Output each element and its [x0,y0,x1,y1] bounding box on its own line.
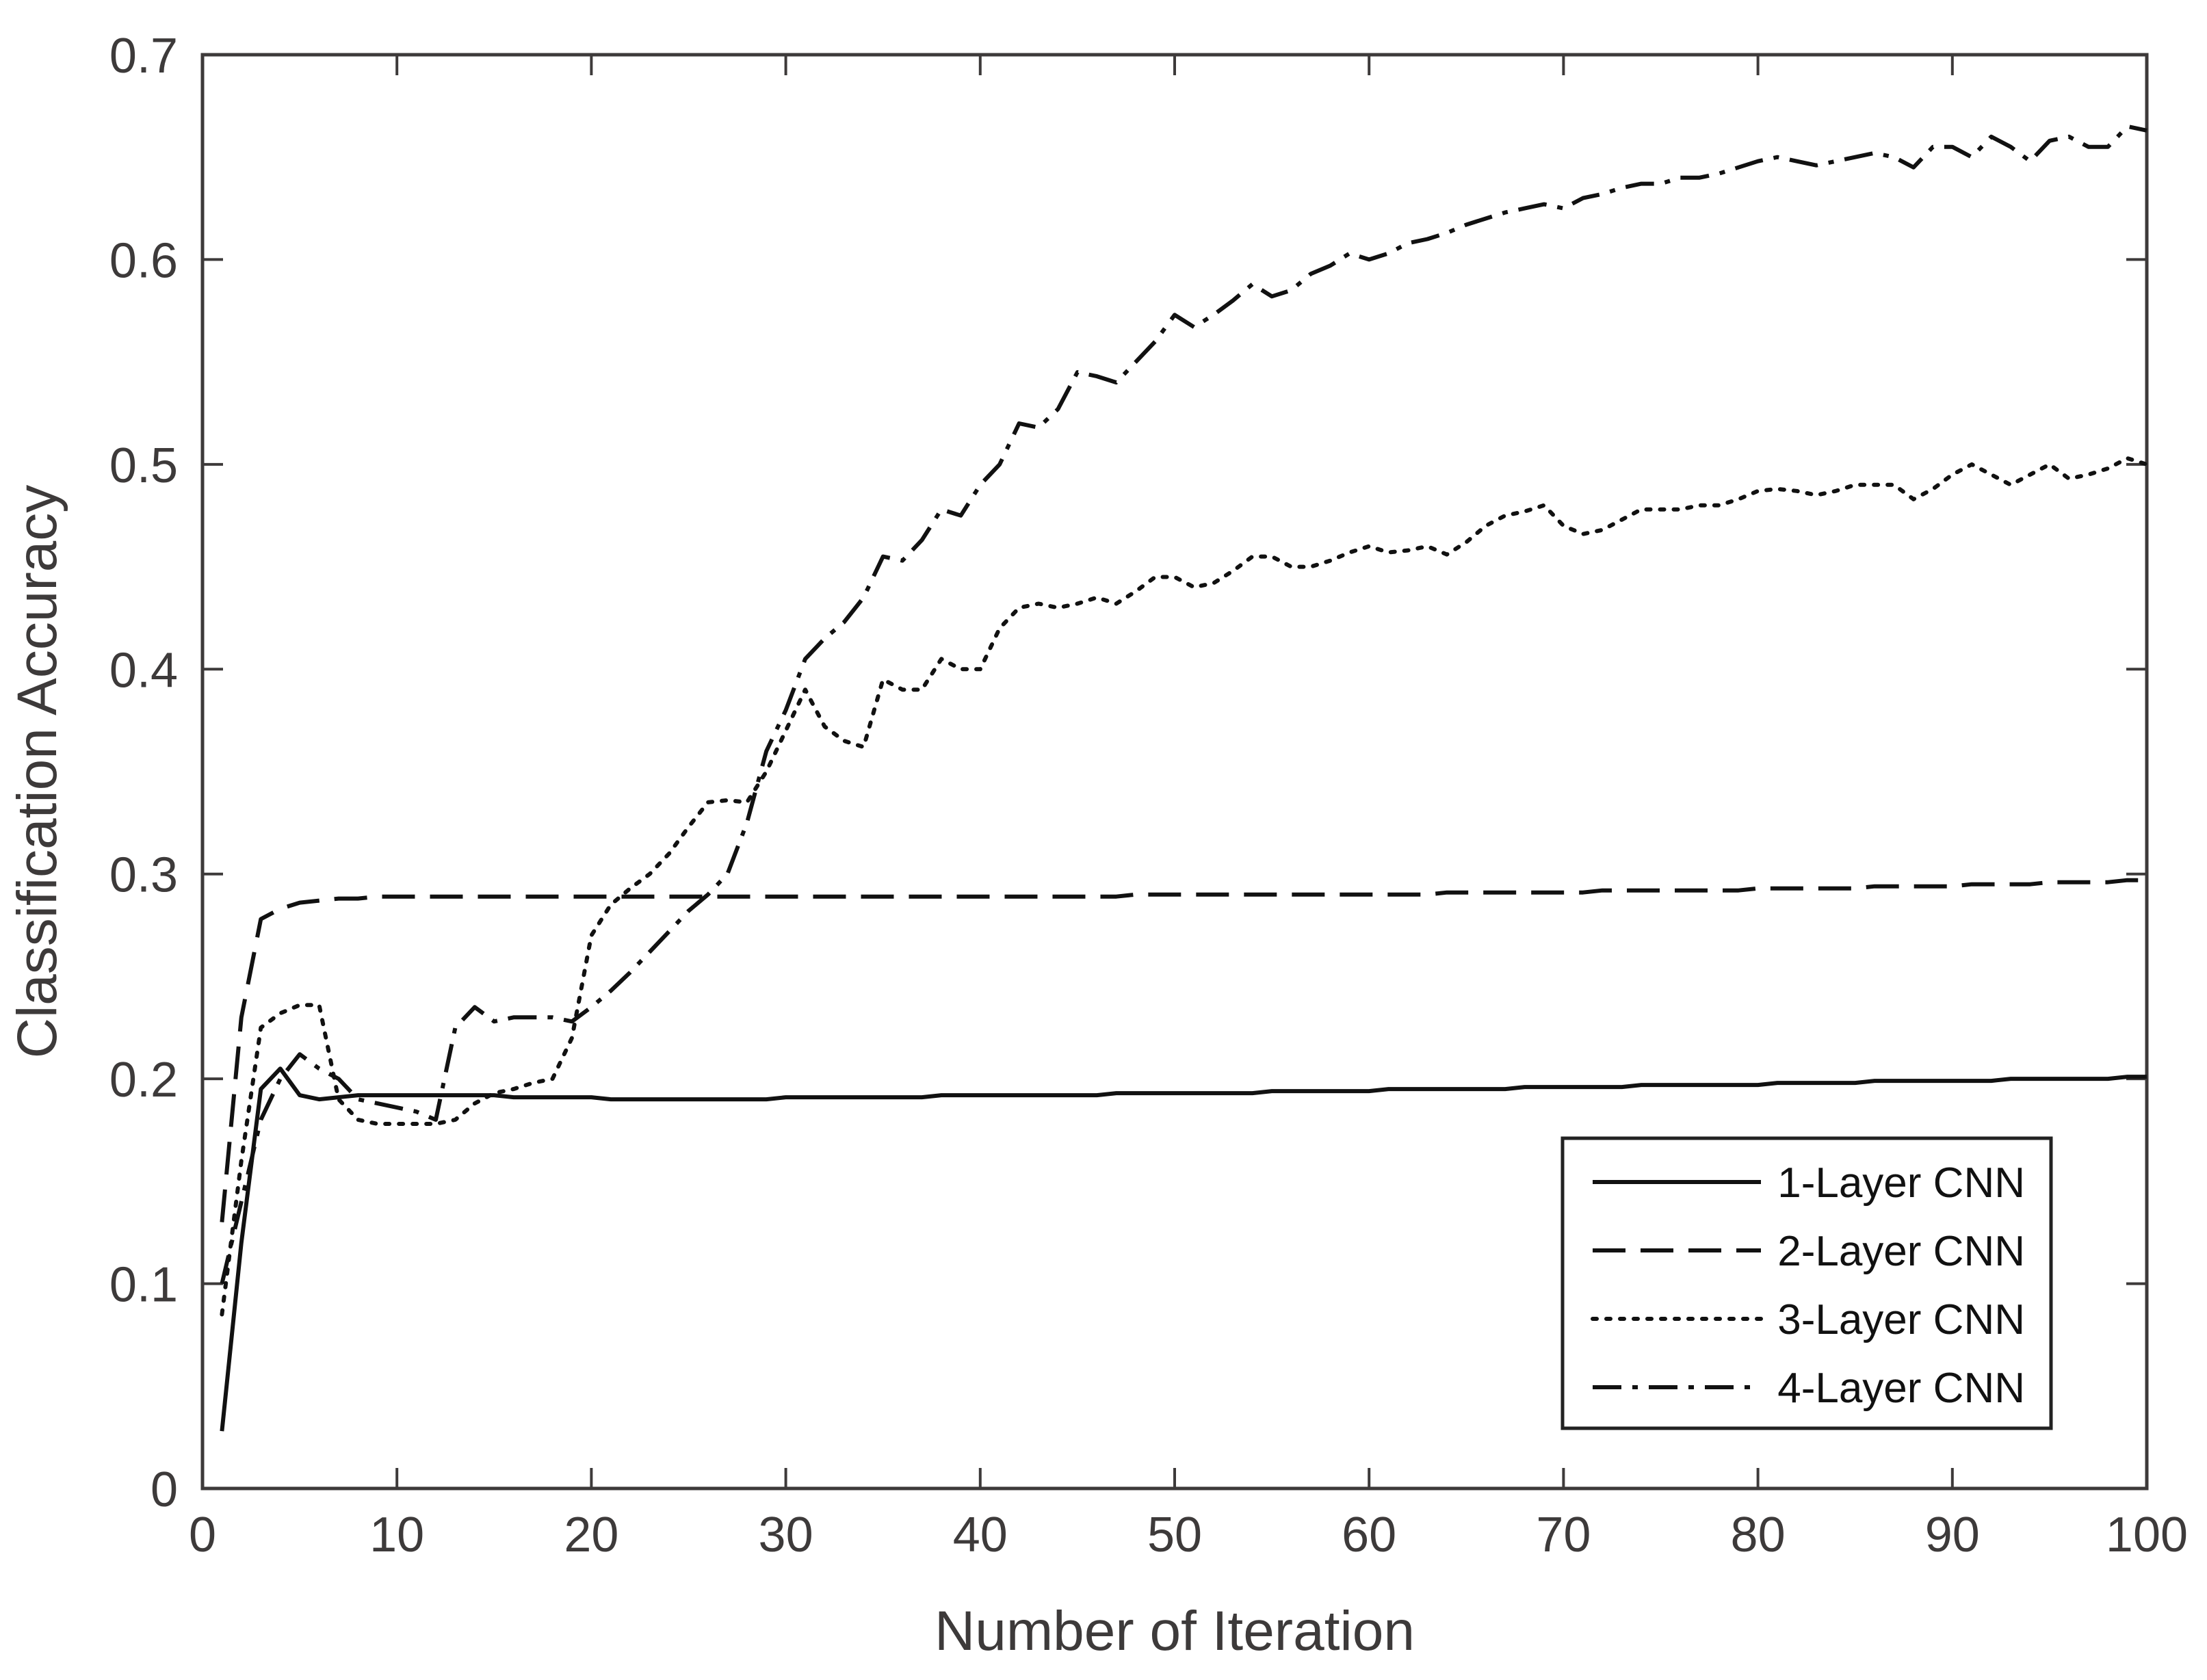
y-tick-label: 0.7 [109,29,178,83]
x-tick-label: 80 [1731,1508,1786,1562]
series-line-1 [220,1066,2147,1432]
x-tick-label: 0 [189,1508,216,1562]
series-line-2 [220,878,2147,1222]
y-tick-label: 0.4 [109,643,178,698]
legend: 1-Layer CNN 2-Layer CNN 3-Layer CNN 4-Layer… [1560,1136,2053,1430]
x-tick-label: 20 [564,1508,618,1562]
y-tick-label: 0.2 [109,1053,178,1107]
y-tick-label: 0.6 [109,233,178,288]
series-line-3 [220,456,2149,1317]
series-lines [220,124,2149,1432]
x-tick-label: 90 [1925,1508,1980,1562]
y-axis-title: Classification Accuracy [6,485,68,1059]
legend-box [1560,1136,2053,1430]
legend-label-2: 2-Layer CNN [1777,1228,2025,1275]
series-line-4 [220,124,2147,1285]
y-tick-label: 0.5 [109,438,178,493]
x-tick-label: 100 [2106,1508,2188,1562]
legend-label-4: 4-Layer CNN [1777,1365,2025,1412]
x-tick-label: 50 [1147,1508,1202,1562]
x-tick-label: 70 [1536,1508,1591,1562]
x-tick-label: 60 [1342,1508,1396,1562]
x-tick-label: 30 [759,1508,813,1562]
legend-label-1: 1-Layer CNN [1777,1159,2025,1207]
x-tick-label: 10 [369,1508,424,1562]
y-tick-label: 0.1 [109,1258,178,1313]
x-tick-label: 40 [953,1508,1008,1562]
x-axis-title: Number of Iteration [935,1600,1415,1662]
x-axis: 0 10 20 30 40 50 60 70 80 90 100 [189,55,2188,1562]
legend-label-3: 3-Layer CNN [1777,1296,2025,1343]
y-tick-label: 0.3 [109,848,178,903]
y-tick-label: 0 [151,1462,178,1517]
y-axis: 0 0.1 0.2 0.3 0.4 0.5 0.6 0.7 [109,29,2147,1517]
